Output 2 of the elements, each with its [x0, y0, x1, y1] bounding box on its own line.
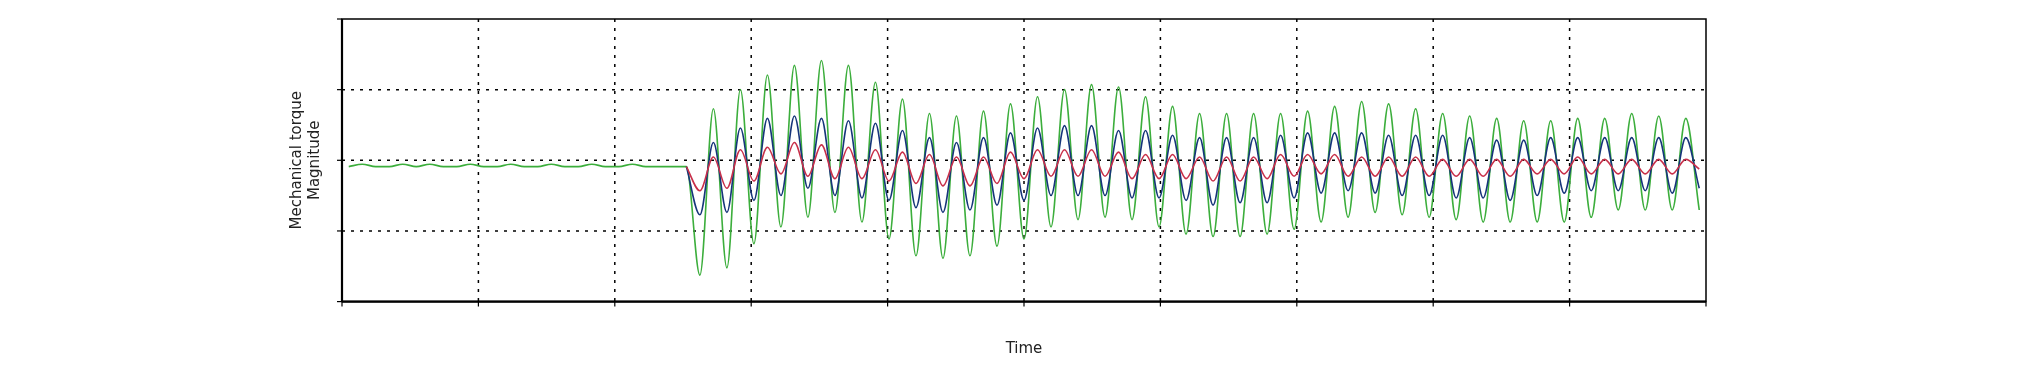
y-axis-title: Mechanical torque Magnitude [286, 91, 323, 230]
x-axis-title: Time [1004, 338, 1043, 357]
